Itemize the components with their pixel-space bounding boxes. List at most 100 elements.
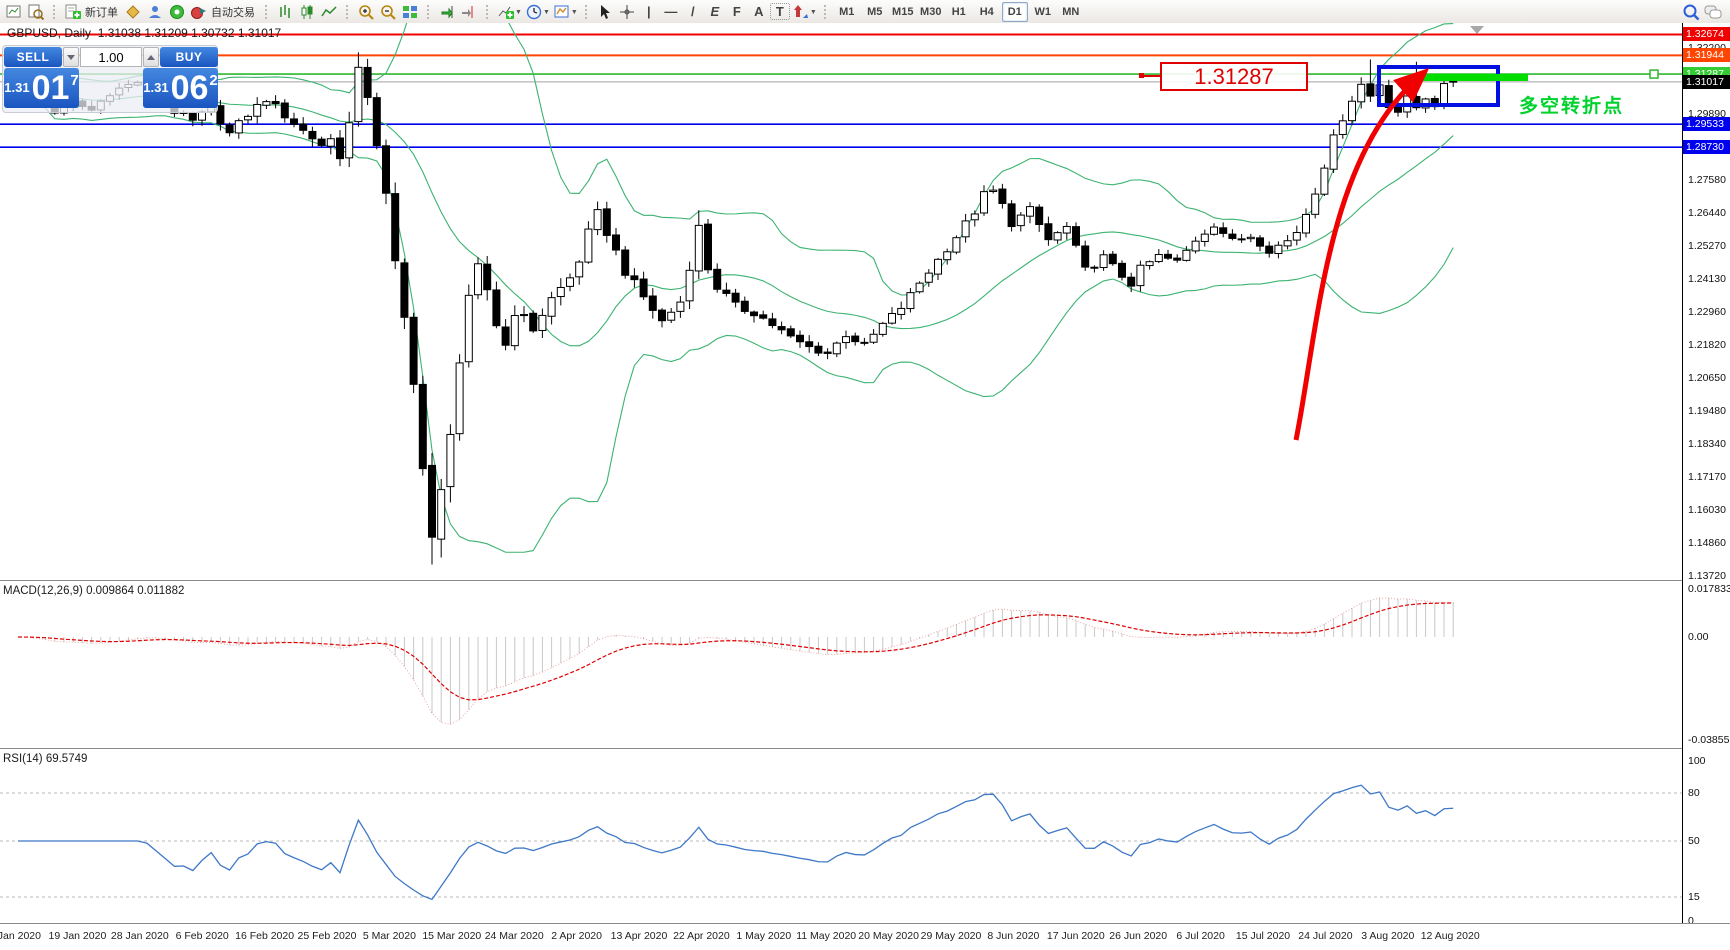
bid-price-button[interactable]: 1.31 01 7: [4, 68, 79, 108]
news-icon[interactable]: [166, 2, 188, 22]
ask-pip-digit: 2: [209, 72, 218, 89]
indicators-dropdown-caret[interactable]: ▼: [515, 9, 522, 16]
timeframe-button-M30[interactable]: M30: [920, 5, 942, 18]
text-label-tool-icon[interactable]: T: [769, 3, 790, 20]
bar-chart-icon[interactable]: [274, 2, 296, 22]
date-tick-label: 8 Jan 2020: [0, 930, 41, 942]
bid-pip-digit: 7: [70, 72, 79, 89]
trendline-tool-icon[interactable]: /: [691, 4, 695, 19]
toolbar-grip[interactable]: [345, 3, 350, 20]
chinese-annotation-text[interactable]: 多空转折点: [1519, 96, 1625, 117]
toolbar-grip[interactable]: [583, 3, 589, 20]
volume-decrease-button[interactable]: [63, 47, 79, 67]
buy-button[interactable]: BUY: [160, 47, 218, 67]
price-badge: 1.28730: [1683, 140, 1730, 155]
chart-shift-marker-icon[interactable]: [1470, 26, 1484, 34]
price-tick-label: 1.25270: [1688, 239, 1726, 252]
candlestick-chart-icon[interactable]: [296, 2, 318, 22]
new-order-button[interactable]: 新订单: [85, 6, 118, 19]
toolbar-grip[interactable]: [426, 3, 431, 20]
timeframe-button-M1[interactable]: M1: [839, 5, 855, 18]
volume-increase-button[interactable]: [143, 47, 159, 67]
periods-clock-icon[interactable]: [523, 2, 545, 22]
templates-icon[interactable]: [551, 2, 573, 22]
ask-price-button[interactable]: 1.31 06 2: [143, 68, 218, 108]
toolbar-grip[interactable]: [264, 3, 269, 20]
date-tick-label: 2 Apr 2020: [551, 930, 602, 942]
community-icon[interactable]: [144, 2, 166, 22]
new-chart-icon[interactable]: [3, 2, 25, 22]
auto-scroll-icon[interactable]: [436, 2, 458, 22]
date-tick-label: 15 Jul 2020: [1235, 930, 1291, 942]
data-window-icon[interactable]: [25, 2, 47, 22]
price-tick-label: 1.22960: [1688, 305, 1726, 318]
price-tick-label: 1.19480: [1688, 405, 1726, 418]
zoom-in-icon[interactable]: [355, 2, 377, 22]
toolbar-grip[interactable]: [485, 3, 490, 20]
date-tick-label: 6 Jul 2020: [1176, 930, 1225, 942]
templates-dropdown-caret[interactable]: ▼: [570, 9, 578, 16]
arrows-tool-icon[interactable]: [790, 2, 812, 22]
vertical-line-tool-icon[interactable]: |: [646, 4, 651, 19]
sell-button[interactable]: SELL: [4, 47, 62, 67]
arrows-dropdown-caret[interactable]: ▼: [809, 9, 817, 16]
triangle-up-icon: [147, 54, 155, 60]
fibonacci-tool-icon[interactable]: F: [732, 4, 741, 19]
date-tick-label: 19 Jan 2020: [48, 930, 107, 942]
triangle-down-icon: [67, 54, 75, 60]
chat-icon[interactable]: [1702, 2, 1724, 22]
date-tick-label: 16 Feb 2020: [235, 930, 295, 942]
cursor-icon[interactable]: [594, 2, 616, 22]
toolbar-grip[interactable]: [822, 3, 828, 20]
price-tick-label: 1.13720: [1688, 569, 1726, 582]
date-tick-label: 3 Aug 2020: [1361, 930, 1415, 942]
chart-shift-icon[interactable]: [458, 2, 480, 22]
price-axis[interactable]: 1.322001.298901.275801.264401.252701.241…: [1682, 23, 1730, 927]
horizontal-line-tool-icon[interactable]: —: [664, 4, 678, 19]
toolbar-grip[interactable]: [52, 3, 57, 20]
zoom-out-icon[interactable]: [377, 2, 399, 22]
volume-input[interactable]: 1.00: [80, 47, 142, 67]
chart-title: GBPUSD, Daily 1.31038 1.31209 1.30732 1.…: [7, 26, 281, 40]
line-chart-icon[interactable]: [318, 2, 340, 22]
rsi-tick-label: 50: [1688, 835, 1700, 847]
rsi-tick-label: 0: [1688, 915, 1694, 927]
rsi-tick-label: 100: [1688, 755, 1706, 767]
timeframe-button-W1[interactable]: W1: [1034, 5, 1052, 18]
price-callout-label[interactable]: 1.31287: [1160, 62, 1308, 91]
timeframe-button-MN[interactable]: MN: [1062, 5, 1080, 18]
price-badge: 1.32674: [1683, 27, 1730, 42]
crosshair-icon[interactable]: [616, 2, 638, 22]
ohlc-values: 1.31038 1.31209 1.30732 1.31017: [97, 26, 282, 40]
timeframe-button-M15[interactable]: M15: [892, 5, 914, 18]
price-badge: 1.31017: [1683, 74, 1730, 89]
tile-windows-icon[interactable]: [399, 2, 421, 22]
timeframe-button-H1[interactable]: H1: [951, 5, 966, 18]
price-tick-label: 1.24130: [1688, 272, 1726, 285]
new-order-icon[interactable]: [62, 2, 84, 22]
channel-tool-icon[interactable]: E: [710, 4, 720, 19]
date-tick-label: 25 Feb 2020: [297, 930, 357, 942]
symbol-search-icon[interactable]: [1680, 2, 1702, 22]
ask-big-digits: 06: [170, 69, 209, 107]
date-tick-label: 22 Apr 2020: [673, 930, 730, 942]
macd-tick-label: -0.038559: [1688, 734, 1730, 747]
date-tick-label: 29 May 2020: [920, 930, 982, 942]
bid-big-digits: 01: [31, 69, 70, 107]
autotrading-button[interactable]: 自动交易: [211, 6, 255, 19]
text-tool-icon[interactable]: A: [754, 4, 764, 19]
date-tick-label: 24 Jul 2020: [1298, 930, 1353, 942]
timeframe-button-M5[interactable]: M5: [867, 5, 883, 18]
metaquotes-icon[interactable]: [122, 2, 144, 22]
chart-plot-area[interactable]: [0, 23, 1682, 923]
autotrading-icon[interactable]: [188, 2, 210, 22]
timeframe-button-D1[interactable]: D1: [1001, 1, 1028, 22]
indicators-add-icon[interactable]: [495, 2, 517, 22]
price-tick-label: 1.18340: [1688, 437, 1726, 450]
date-tick-label: 12 Aug 2020: [1420, 930, 1480, 942]
timeframe-button-H4[interactable]: H4: [979, 5, 994, 18]
periods-dropdown-caret[interactable]: ▼: [542, 9, 550, 16]
date-tick-label: 26 Jun 2020: [1109, 930, 1168, 942]
date-tick-label: 13 Apr 2020: [610, 930, 668, 942]
